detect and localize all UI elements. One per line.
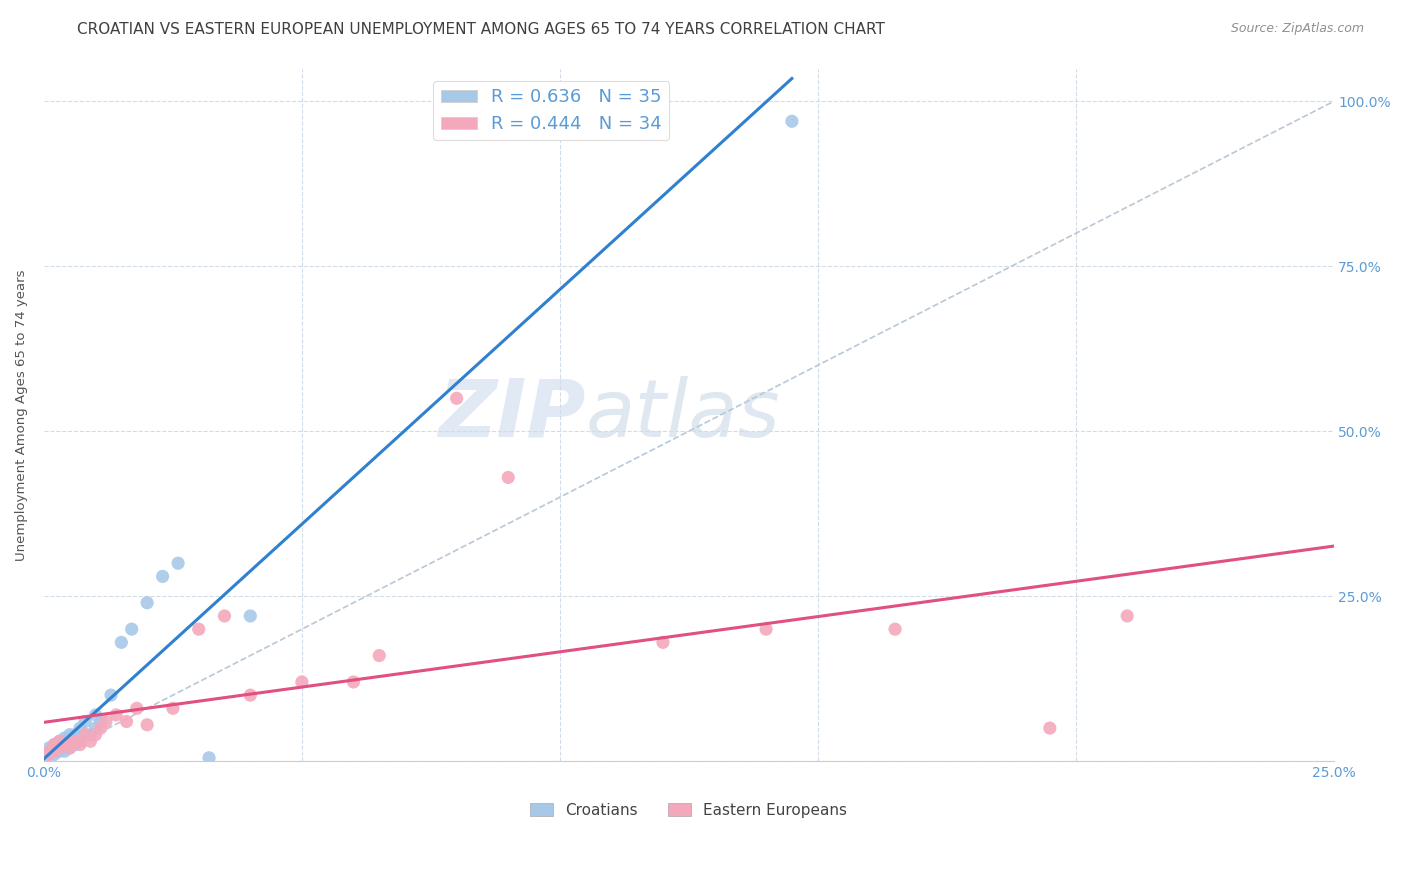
Point (44, 738, 66, 752)
Point (342, 674, 364, 689)
Point (368, 648, 391, 663)
Point (48, 740, 70, 755)
Point (75, 728, 97, 742)
Point (44, 744, 66, 758)
Point (63, 738, 86, 752)
Legend: Croatians, Eastern Europeans: Croatians, Eastern Europeans (524, 797, 853, 823)
Point (136, 718, 159, 732)
Point (38, 747, 60, 762)
Point (48, 734, 70, 748)
Point (75, 728, 97, 742)
Point (48, 744, 70, 758)
Point (38, 747, 60, 762)
Point (239, 609, 262, 624)
Point (84, 721, 107, 735)
Point (110, 635, 132, 649)
Point (44, 747, 66, 762)
Point (136, 596, 159, 610)
Point (90, 721, 112, 735)
Point (239, 688, 262, 702)
Point (59, 734, 82, 748)
Point (59, 728, 82, 742)
Point (100, 688, 122, 702)
Point (84, 728, 107, 742)
Point (652, 635, 675, 649)
Point (53, 738, 76, 752)
Point (69, 738, 91, 752)
Point (90, 714, 112, 729)
Text: atlas: atlas (585, 376, 780, 454)
Point (1039, 721, 1062, 735)
Point (291, 674, 314, 689)
Point (53, 738, 76, 752)
Point (53, 731, 76, 745)
Point (63, 728, 86, 742)
Point (59, 740, 82, 755)
Point (94, 714, 117, 729)
Point (48, 740, 70, 755)
Point (446, 392, 468, 406)
Point (38, 744, 60, 758)
Point (69, 721, 91, 735)
Point (44, 738, 66, 752)
Point (38, 740, 60, 755)
Point (884, 622, 907, 636)
Point (121, 622, 143, 636)
Point (44, 744, 66, 758)
Point (152, 569, 174, 583)
Point (59, 734, 82, 748)
Point (53, 744, 76, 758)
Point (652, 128, 675, 142)
Point (780, 114, 803, 128)
Point (187, 622, 209, 636)
Point (115, 714, 138, 729)
Point (38, 744, 60, 758)
Point (84, 707, 107, 722)
Point (59, 740, 82, 755)
Point (1116, 609, 1139, 624)
Y-axis label: Unemployment Among Ages 65 to 74 years: Unemployment Among Ages 65 to 74 years (15, 269, 28, 560)
Point (198, 751, 221, 765)
Point (755, 622, 778, 636)
Text: Source: ZipAtlas.com: Source: ZipAtlas.com (1230, 22, 1364, 36)
Point (48, 734, 70, 748)
Point (63, 734, 86, 748)
Text: CROATIAN VS EASTERN EUROPEAN UNEMPLOYMENT AMONG AGES 65 TO 74 YEARS CORRELATION : CROATIAN VS EASTERN EUROPEAN UNEMPLOYMEN… (77, 22, 886, 37)
Point (69, 734, 91, 748)
Text: ZIP: ZIP (439, 376, 585, 454)
Point (496, 470, 519, 484)
Point (79, 728, 101, 742)
Point (214, 609, 236, 624)
Point (79, 734, 101, 748)
Point (75, 714, 97, 729)
Point (105, 707, 128, 722)
Point (125, 701, 148, 715)
Point (167, 556, 190, 570)
Point (162, 701, 184, 715)
